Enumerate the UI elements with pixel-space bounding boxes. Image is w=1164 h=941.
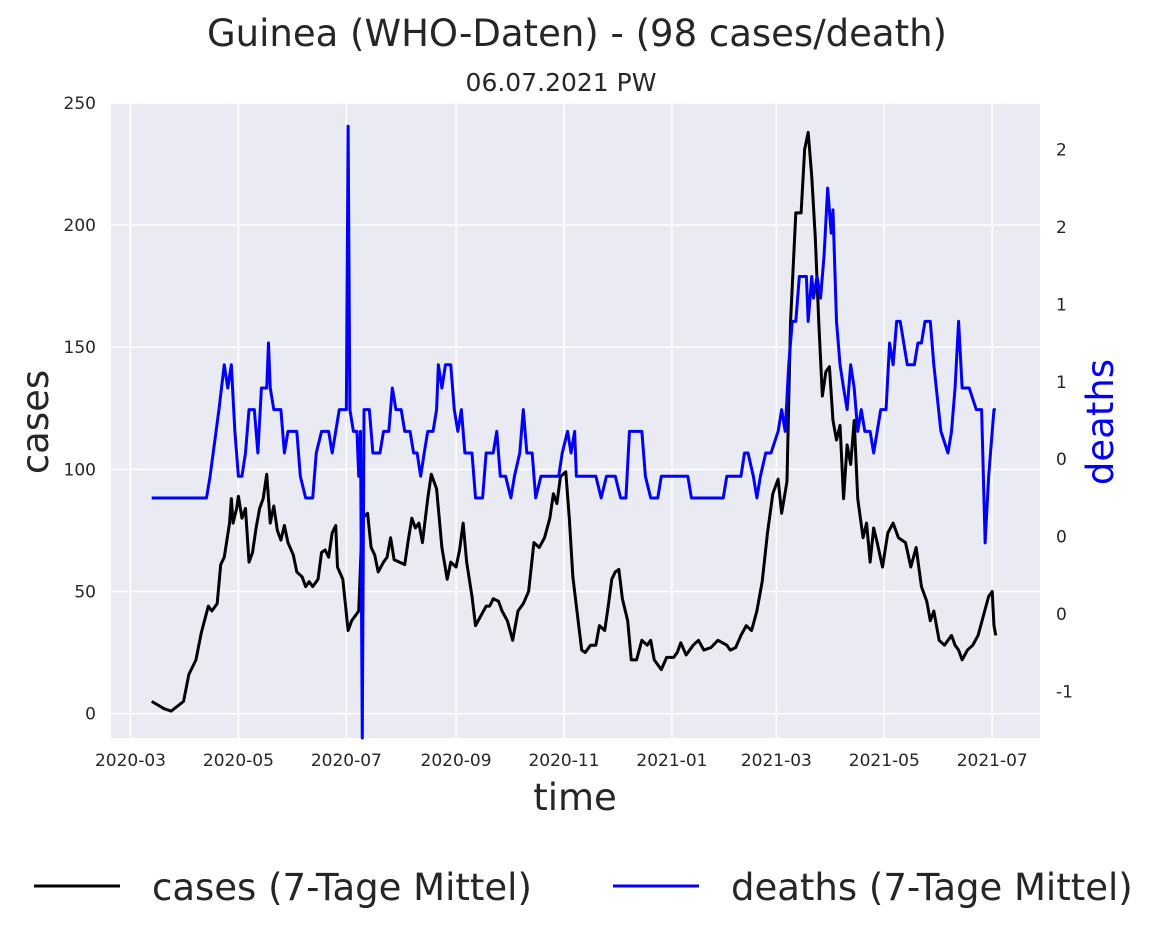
series-line-deaths [151, 124, 996, 740]
x-tick-label: 2021-05 [849, 751, 920, 771]
legend-label-cases: cases (7-Tage Mittel) [152, 866, 532, 909]
y-tick-label: 0 [85, 705, 96, 725]
x-tick-label: 2021-03 [741, 751, 812, 771]
y-tick-label: 100 [64, 460, 96, 480]
y-tick-label: 250 [64, 94, 96, 114]
y2-tick-label: 0 [1056, 450, 1067, 470]
y2-tick-label: 1 [1056, 295, 1067, 315]
y-tick-label: 150 [64, 338, 96, 358]
x-tick-label: 2020-09 [421, 751, 492, 771]
x-tick-label: 2020-03 [95, 751, 166, 771]
x-tick-label: 2021-07 [957, 751, 1028, 771]
y2-tick-label: -1 [1056, 683, 1073, 703]
x-tick-label: 2021-01 [636, 751, 707, 771]
tick-labels: 2020-03 2020-05 2020-07 2020-09 2020-11 2021-… [64, 94, 1073, 771]
series-layer [150, 124, 998, 740]
y-tick-label: 200 [64, 216, 96, 236]
x-tick-label: 2020-07 [311, 751, 382, 771]
legend-label-deaths: deaths (7-Tage Mittel) [731, 866, 1133, 909]
y2-tick-label: 0 [1056, 528, 1067, 548]
x-tick-label: 2020-11 [528, 751, 599, 771]
y-tick-label: 50 [74, 582, 96, 602]
y2-tick-label: 1 [1056, 373, 1067, 393]
plot-background [111, 103, 1040, 738]
x-tick-label: 2020-05 [203, 751, 274, 771]
x-axis-label: time [533, 776, 617, 819]
y2-tick-label: 2 [1056, 140, 1067, 160]
legend: cases (7-Tage Mittel) deaths (7-Tage Mit… [34, 866, 1133, 909]
chart-subtitle: 06.07.2021 PW [466, 68, 657, 97]
series-line-cases [150, 130, 998, 713]
y2-axis-label: deaths [1079, 359, 1122, 485]
grid [111, 102, 1040, 738]
y2-tick-label: 2 [1056, 218, 1067, 238]
y-axis-label: cases [14, 370, 57, 474]
y2-tick-label: 0 [1056, 605, 1067, 625]
chart-title: Guinea (WHO-Daten) - (98 cases/death) [207, 12, 947, 55]
